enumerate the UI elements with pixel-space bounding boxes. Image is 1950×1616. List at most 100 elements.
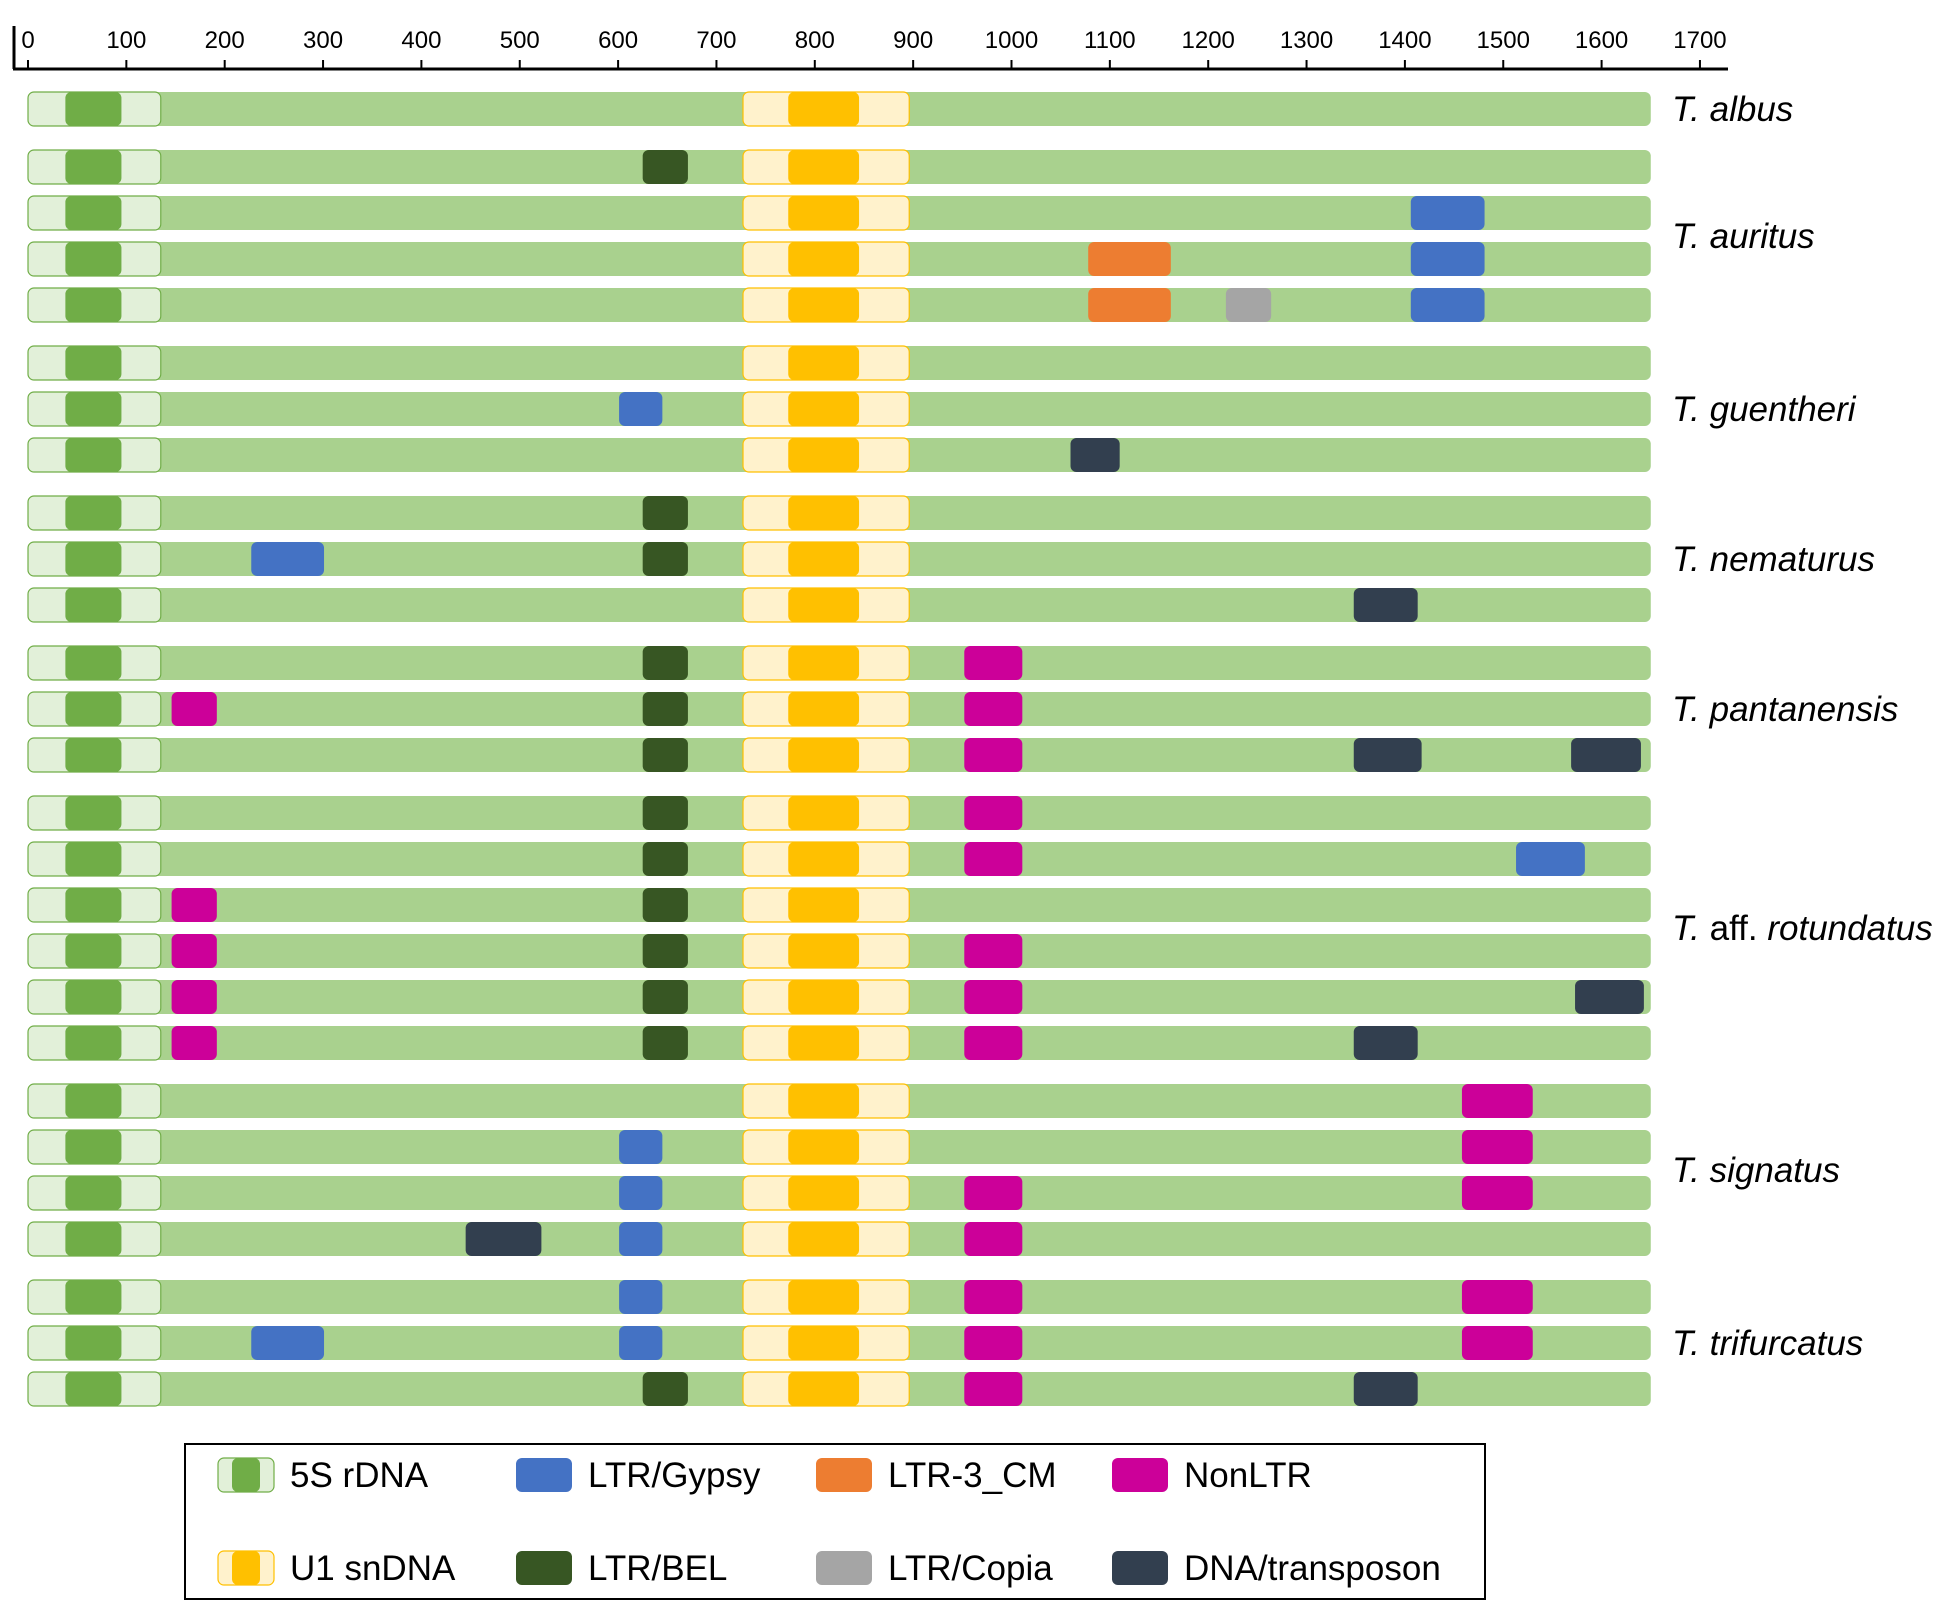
- u1-sndna-core: [788, 1026, 860, 1060]
- axis-tick-label: 0: [21, 27, 34, 54]
- u1-sndna-core: [788, 1084, 860, 1118]
- te-ltr-bel: [642, 842, 688, 876]
- rdna-5s-core: [65, 1130, 122, 1164]
- bp-axis: 0 100 200 300 400 500 600 700 800 900 1000 1100 1200…: [12, 26, 1728, 71]
- te-dna-transposon: [1070, 438, 1120, 472]
- rdna-5s-core: [65, 1280, 122, 1314]
- rdna-5s-core: [65, 588, 122, 622]
- legend-item-u1-sndna: U1 snDNA: [217, 1549, 456, 1588]
- te-nonltr: [964, 842, 1023, 876]
- legend-label: 5S rDNA: [290, 1456, 429, 1495]
- species-labels: T. albus T. auritus T. guentheri T. nematur…: [1672, 90, 1933, 1363]
- u1-sndna-core: [788, 1130, 860, 1164]
- te-ltr-bel: [642, 980, 688, 1014]
- rdna-5s-core: [65, 1326, 122, 1360]
- rdna-5s-core: [65, 1026, 122, 1060]
- axis-tick-label: 700: [696, 27, 736, 54]
- te-dna-transposon: [1353, 1026, 1418, 1060]
- sequence-row: [27, 287, 1651, 323]
- sequence-row: [27, 587, 1651, 623]
- sequence-row: [27, 1325, 1651, 1361]
- species-label: T. albus: [1672, 90, 1793, 129]
- species-label: T. pantanensis: [1672, 690, 1898, 729]
- te-nonltr: [171, 888, 217, 922]
- sequence-row: [27, 887, 1651, 923]
- te-nonltr: [964, 980, 1023, 1014]
- te-ltr-bel: [642, 496, 688, 530]
- te-nonltr: [171, 1026, 217, 1060]
- u1-sndna-core: [788, 646, 860, 680]
- u1-sndna-core: [788, 888, 860, 922]
- u1-sndna-core: [788, 934, 860, 968]
- te-nonltr: [1461, 1130, 1533, 1164]
- sequence-row: [27, 195, 1651, 231]
- axis-tick-label: 100: [106, 27, 146, 54]
- u1-sndna-core: [788, 92, 860, 126]
- legend-swatch: [516, 1458, 572, 1492]
- u1-sndna-core: [788, 496, 860, 530]
- u1-sndna-core: [788, 1372, 860, 1406]
- axis-tick-label: 1700: [1673, 27, 1726, 54]
- axis-tick-label: 1000: [985, 27, 1038, 54]
- te-dna-transposon: [1353, 738, 1422, 772]
- sequence-row: [27, 1221, 1651, 1257]
- rdna-5s-core: [65, 934, 122, 968]
- sequence-row: [27, 691, 1651, 727]
- te-ltr-gypsy: [619, 1280, 663, 1314]
- legend-swatch: [516, 1551, 572, 1585]
- axis-tick-label: 1500: [1477, 27, 1530, 54]
- legend-item-ltr-3-cm: LTR-3_CM: [816, 1456, 1057, 1495]
- te-nonltr: [1461, 1326, 1533, 1360]
- te-ltr-bel: [642, 1372, 688, 1406]
- te-dna-transposon: [1571, 738, 1641, 772]
- te-ltr-3-cm: [1088, 288, 1171, 322]
- te-ltr-bel: [642, 1026, 688, 1060]
- te-ltr-bel: [642, 692, 688, 726]
- te-nonltr: [964, 1326, 1023, 1360]
- te-ltr-bel: [642, 888, 688, 922]
- legend-label: LTR/Copia: [888, 1549, 1053, 1588]
- rdna-5s-core: [65, 1176, 122, 1210]
- te-ltr-gypsy: [1410, 242, 1485, 276]
- sequence-row: [27, 1025, 1651, 1061]
- u1-sndna-core: [788, 150, 860, 184]
- rdna-5s-core: [65, 1222, 122, 1256]
- sequence-row: [27, 841, 1651, 877]
- u1-sndna-core: [788, 842, 860, 876]
- axis-tick-label: 1300: [1280, 27, 1333, 54]
- te-ltr-gypsy: [619, 1130, 663, 1164]
- u1-sndna-core: [788, 738, 860, 772]
- te-ltr-copia: [1225, 288, 1272, 322]
- rdna-5s-core: [65, 242, 122, 276]
- te-nonltr: [964, 1280, 1023, 1314]
- te-ltr-bel: [642, 934, 688, 968]
- te-ltr-gypsy: [1410, 288, 1485, 322]
- u1-sndna-core: [788, 1176, 860, 1210]
- sequence-row: [27, 1175, 1651, 1211]
- te-nonltr: [1461, 1280, 1533, 1314]
- sequence-row: [27, 345, 1651, 381]
- legend-label: LTR/BEL: [588, 1549, 727, 1588]
- te-ltr-gypsy: [1516, 842, 1585, 876]
- te-nonltr: [964, 934, 1023, 968]
- rdna-5s-core: [65, 738, 122, 772]
- te-nonltr: [964, 738, 1023, 772]
- species-label: T. guentheri: [1672, 390, 1857, 429]
- rdna-5s-core: [65, 92, 122, 126]
- rdna-5s-core: [65, 888, 122, 922]
- te-dna-transposon: [465, 1222, 542, 1256]
- te-nonltr: [964, 1026, 1023, 1060]
- rdna-5s-core: [65, 288, 122, 322]
- axis-tick-label: 1100: [1084, 27, 1136, 54]
- te-ltr-bel: [642, 542, 688, 576]
- te-ltr-gypsy: [251, 1326, 325, 1360]
- axis-tick-label: 300: [303, 27, 343, 54]
- sequence-row: [27, 1279, 1651, 1315]
- legend-swatch-core: [232, 1458, 260, 1492]
- rdna-5s-core: [65, 392, 122, 426]
- rdna-5s-core: [65, 1372, 122, 1406]
- u1-sndna-core: [788, 438, 860, 472]
- legend-label: DNA/transposon: [1184, 1549, 1441, 1588]
- te-dna-transposon: [1353, 1372, 1418, 1406]
- legend-label: U1 snDNA: [290, 1549, 456, 1588]
